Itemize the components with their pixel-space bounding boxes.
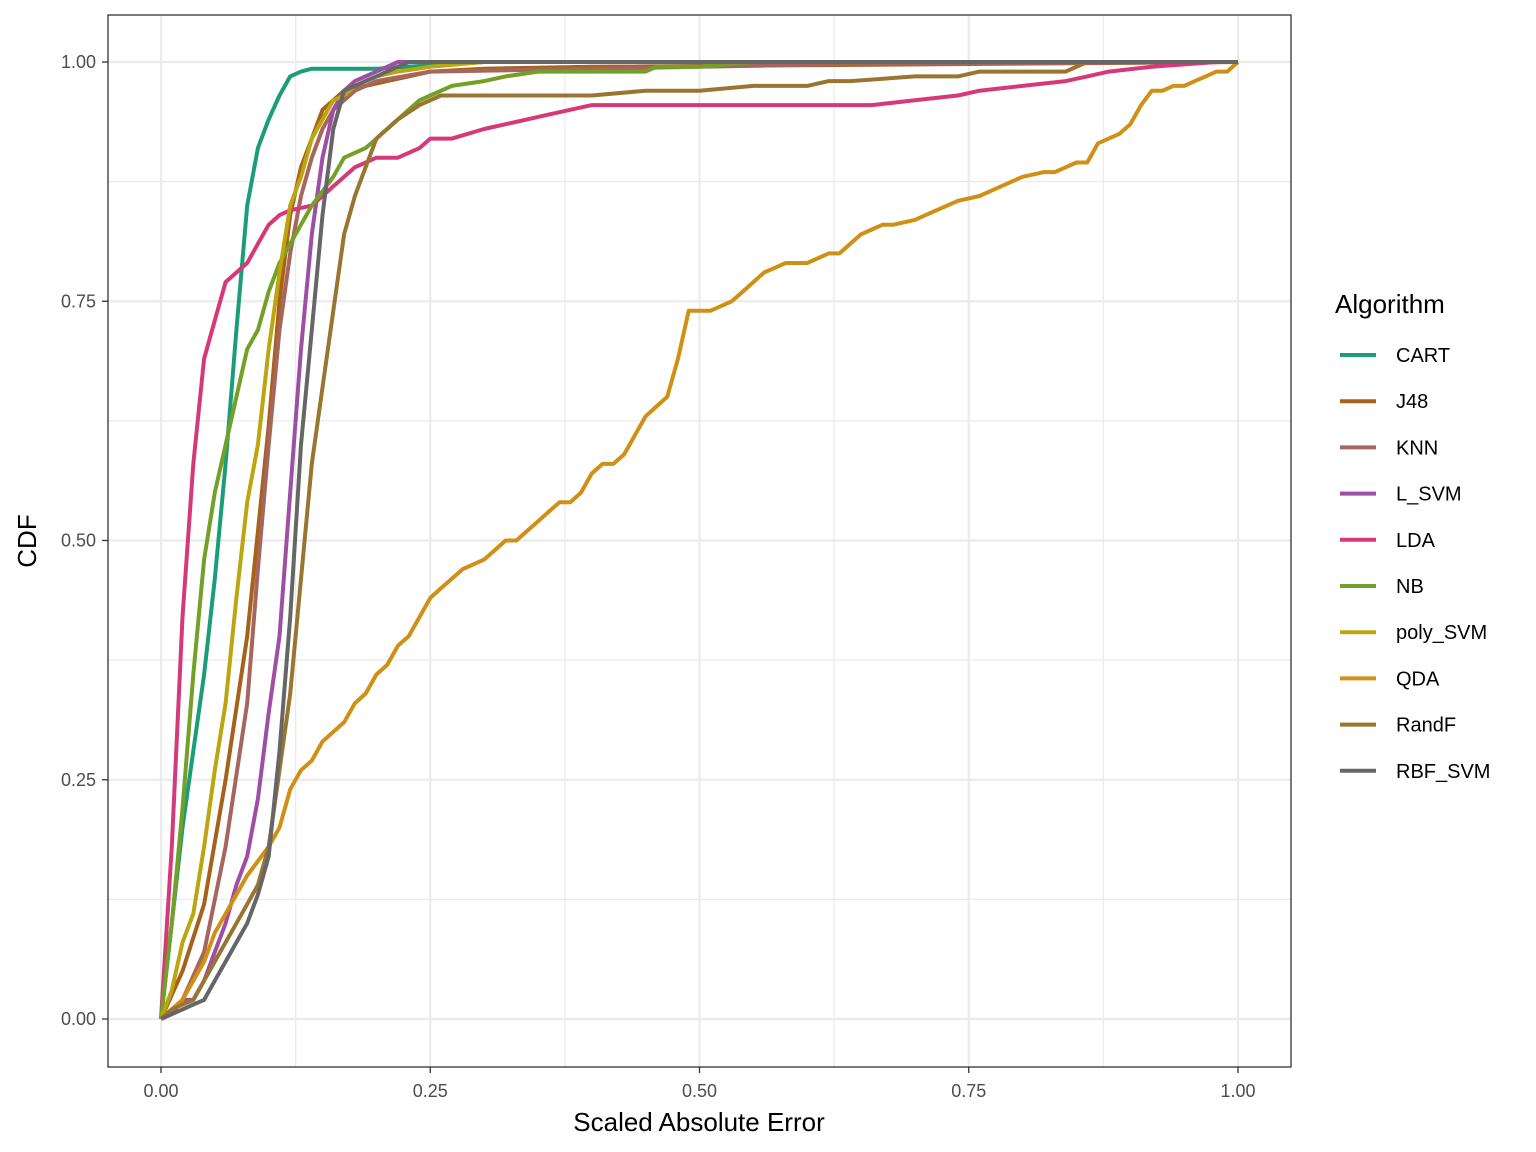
- series-line-cart: [159, 60, 1238, 1020]
- legend-label-poly-svm: poly_SVM: [1396, 622, 1487, 644]
- legend-items: CART J48 KNN L_SVM LDA NB poly_SVM QDA RandF RBF_…: [1340, 345, 1490, 783]
- legend: Algorithm CART J48 KNN L_SVM LDA NB poly_SVM QD…: [1335, 289, 1490, 783]
- legend-label-qda: QDA: [1396, 668, 1440, 690]
- y-axis-ticks: 0.00 0.25 0.50 0.75 1.00: [61, 52, 108, 1029]
- legend-label-j48: J48: [1396, 391, 1428, 413]
- x-tick-label: 0.25: [413, 1081, 448, 1101]
- y-tick-label: 0.00: [61, 1009, 96, 1029]
- series-line-nb: [159, 60, 1238, 1020]
- series-line-randf: [159, 60, 1238, 1021]
- legend-label-randf: RandF: [1396, 715, 1456, 737]
- legend-label-l-svm: L_SVM: [1396, 484, 1462, 506]
- series-line-rbf-svm: [160, 60, 1238, 1021]
- series-line-lda: [159, 60, 1238, 1020]
- x-tick-label: 0.75: [951, 1081, 986, 1101]
- y-tick-label: 0.25: [61, 770, 96, 790]
- y-tick-label: 0.75: [61, 291, 96, 311]
- x-tick-label: 0.00: [143, 1081, 178, 1101]
- x-tick-label: 0.50: [682, 1081, 717, 1101]
- y-tick-label: 1.00: [61, 52, 96, 72]
- series-line-qda: [159, 60, 1240, 1021]
- x-tick-label: 1.00: [1220, 1081, 1255, 1101]
- x-axis-ticks: 0.00 0.25 0.50 0.75 1.00: [143, 1067, 1256, 1101]
- series-lines: [159, 60, 1240, 1021]
- legend-label-cart: CART: [1396, 345, 1450, 367]
- legend-label-lda: LDA: [1396, 530, 1436, 552]
- y-tick-label: 0.50: [61, 531, 96, 551]
- legend-label-rbf-svm: RBF_SVM: [1396, 761, 1490, 783]
- legend-title: Algorithm: [1335, 289, 1445, 319]
- legend-label-knn: KNN: [1396, 437, 1438, 459]
- y-axis-title: CDF: [12, 514, 42, 567]
- legend-label-nb: NB: [1396, 576, 1424, 598]
- series-line-knn: [159, 60, 1239, 1021]
- x-axis-title: Scaled Absolute Error: [573, 1107, 825, 1137]
